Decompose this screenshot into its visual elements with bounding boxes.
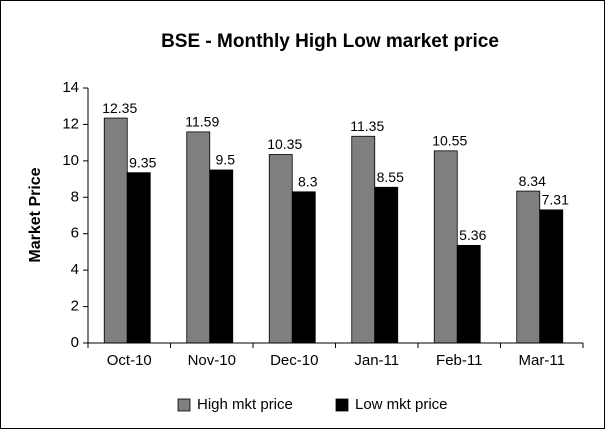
bar: [186, 131, 211, 344]
chart-title: BSE - Monthly High Low market price: [161, 31, 499, 52]
bar: [539, 209, 564, 344]
x-tick-label: Jan-11: [354, 352, 399, 369]
y-tick-label: 0: [71, 334, 79, 351]
x-tick-label: Oct-10: [107, 352, 152, 369]
value-label: 11.35: [350, 118, 384, 134]
y-tick-label: 8: [71, 188, 79, 205]
bar: [291, 191, 316, 344]
y-axis-label: Market Price: [27, 167, 44, 262]
x-tick-label: Dec-10: [270, 352, 318, 369]
value-label: 8.3: [298, 174, 318, 190]
x-tick-label: Mar-11: [519, 352, 565, 369]
legend-swatch: [335, 398, 349, 412]
bar: [103, 117, 128, 344]
value-label: 11.59: [185, 114, 219, 130]
value-label: 7.31: [542, 192, 569, 208]
y-tick-label: 2: [71, 298, 79, 315]
value-label: 12.35: [102, 100, 137, 116]
bar: [126, 172, 151, 344]
y-tick-label: 10: [62, 152, 79, 169]
value-label: 10.55: [432, 133, 467, 149]
value-label: 8.34: [519, 173, 546, 189]
value-label: 8.55: [377, 169, 404, 185]
bar: [516, 190, 541, 344]
y-tick-label: 14: [62, 79, 79, 96]
bar: [374, 186, 399, 344]
legend-label: High mkt price: [197, 396, 293, 413]
y-tick-label: 4: [71, 261, 79, 278]
bar: [433, 150, 458, 344]
bar: [268, 154, 293, 344]
y-tick-label: 12: [62, 115, 79, 132]
x-tick-label: Nov-10: [188, 352, 236, 369]
value-label: 10.35: [267, 136, 302, 152]
bar: [209, 169, 234, 344]
value-label: 9.5: [216, 152, 236, 168]
value-label: 9.35: [129, 154, 156, 170]
bar: [456, 244, 481, 344]
x-tick-label: Feb-11: [436, 352, 482, 369]
bar: [351, 135, 376, 344]
y-tick-label: 6: [71, 225, 79, 242]
legend-swatch: [177, 398, 191, 412]
legend-label: Low mkt price: [355, 396, 448, 413]
value-label: 5.36: [459, 227, 486, 243]
